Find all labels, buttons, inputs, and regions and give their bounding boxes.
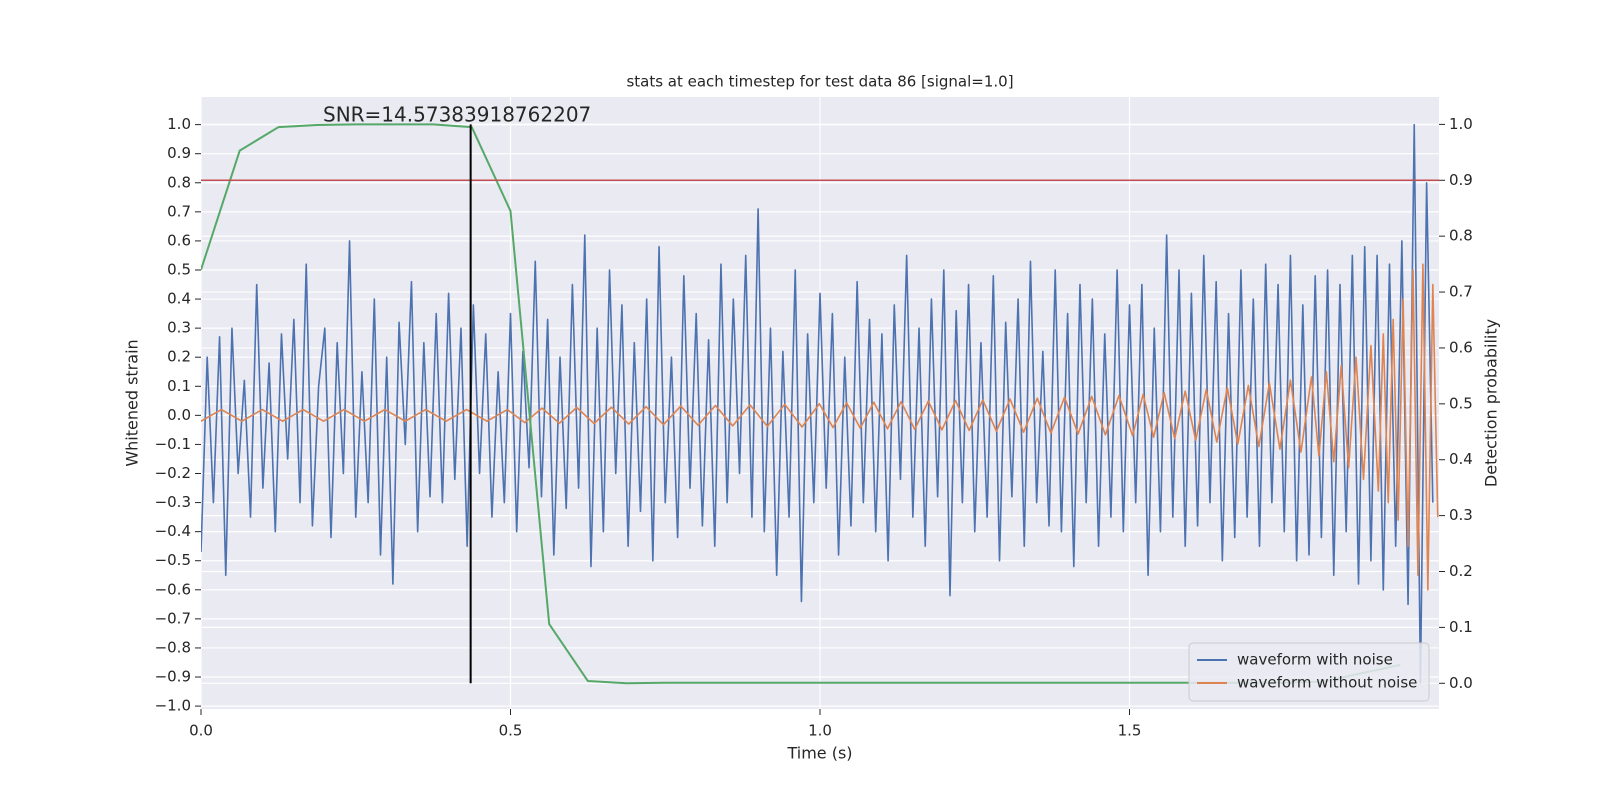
y2-tick-label: 0.3 <box>1449 506 1473 524</box>
y2-axis-label: Detection probability <box>1482 319 1501 487</box>
y-tick-label: 0.1 <box>167 377 191 395</box>
y2-tick-label: 0.6 <box>1449 338 1473 356</box>
series-line <box>201 263 1439 591</box>
y2-tick-label: 0.4 <box>1449 450 1473 468</box>
legend-label: waveform with noise <box>1237 651 1393 669</box>
y-tick-label: 0.0 <box>167 406 191 424</box>
y-tick-label: −0.2 <box>155 464 191 482</box>
y-tick-label: −0.7 <box>155 609 191 627</box>
x-axis-label: Time (s) <box>786 744 852 763</box>
y-axis-label: Whitened strain <box>123 339 142 466</box>
y-tick-label: 0.9 <box>167 144 191 162</box>
y-tick-label: −1.0 <box>155 697 191 715</box>
axes: −1.0 −0.9 −0.8 −0.7 −0.6 −0.5 −0.4 −0.3 −0.2 −0.1… <box>155 115 1473 740</box>
y-tick-label: 0.8 <box>167 173 191 191</box>
y-tick-label: −0.9 <box>155 668 191 686</box>
x-tick-label: 0.0 <box>189 722 213 740</box>
y-tick-label: −0.1 <box>155 435 191 453</box>
x-tick-label: 0.5 <box>499 722 523 740</box>
y-tick-label: 0.5 <box>167 260 191 278</box>
series-line <box>201 123 1434 684</box>
y2-tick-label: 0.5 <box>1449 394 1473 412</box>
y-tick-label: −0.6 <box>155 580 191 598</box>
chart-title: stats at each timestep for test data 86 … <box>626 73 1013 91</box>
y2-tick-label: 0.0 <box>1449 674 1473 692</box>
x-tick-label: 1.0 <box>808 722 832 740</box>
legend: waveform with noise waveform without nois… <box>1188 642 1430 702</box>
snr-annotation: SNR=14.57383918762207 <box>323 103 591 127</box>
y-tick-label: 0.6 <box>167 231 191 249</box>
legend-box <box>1188 642 1430 702</box>
x-tick-label: 1.5 <box>1118 722 1142 740</box>
y2-tick-label: 0.9 <box>1449 171 1473 189</box>
y-tick-label: 0.3 <box>167 319 191 337</box>
y-tick-label: 0.4 <box>167 290 191 308</box>
y-tick-label: −0.4 <box>155 522 191 540</box>
y-tick-label: −0.3 <box>155 493 191 511</box>
y-tick-label: −0.8 <box>155 638 191 656</box>
y-tick-label: 0.7 <box>167 202 191 220</box>
y2-tick-label: 0.7 <box>1449 283 1473 301</box>
y2-tick-label: 0.2 <box>1449 562 1473 580</box>
y2-tick-label: 1.0 <box>1449 115 1473 133</box>
legend-label: waveform without noise <box>1237 674 1417 692</box>
y2-tick-label: 0.1 <box>1449 618 1473 636</box>
y-tick-label: 1.0 <box>167 115 191 133</box>
y-tick-label: −0.5 <box>155 551 191 569</box>
y-tick-label: 0.2 <box>167 348 191 366</box>
y2-tick-label: 0.8 <box>1449 227 1473 245</box>
